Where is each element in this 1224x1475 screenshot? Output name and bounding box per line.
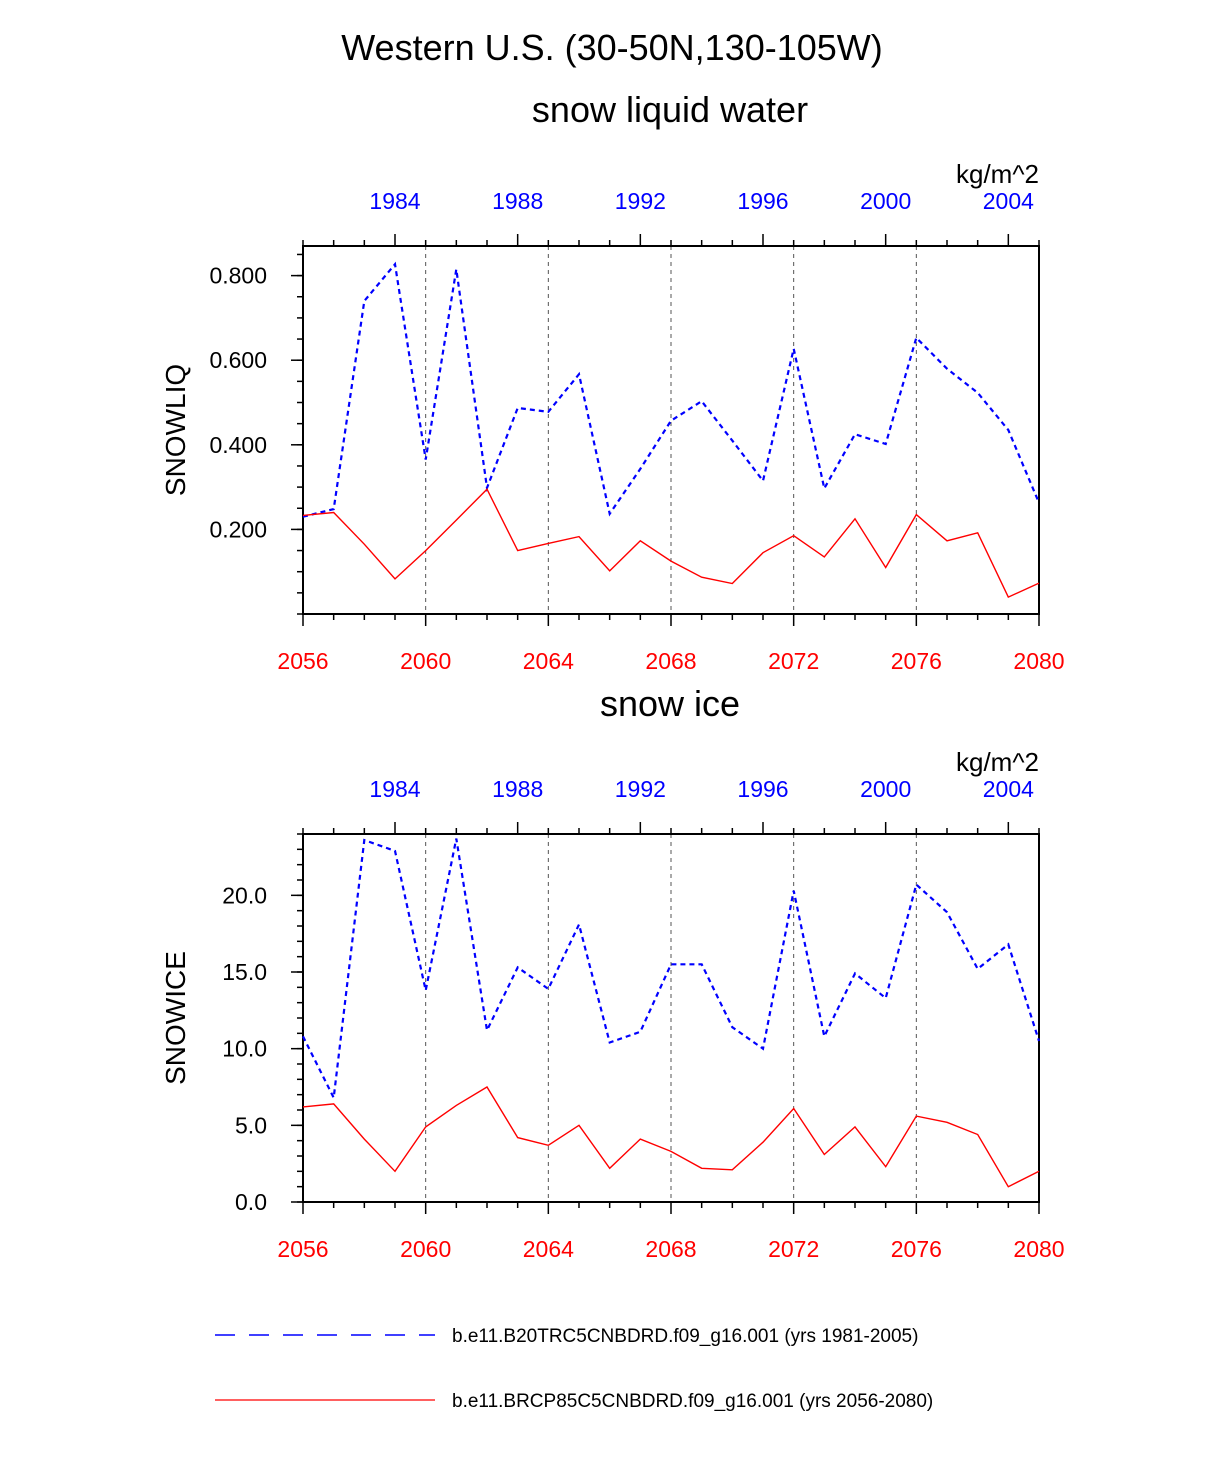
y-tick-label: 10.0 [222,1036,267,1062]
x-top-tick-label: 1992 [615,776,666,802]
x-bottom-tick-label: 2072 [768,1236,819,1262]
y-tick-label: 0.800 [209,263,267,289]
x-top-tick-label: 1996 [737,188,788,214]
x-top-tick-label: 2000 [860,776,911,802]
x-top-tick-label: 2004 [983,776,1034,802]
figure-title: Western U.S. (30-50N,130-105W) [341,27,883,68]
x-bottom-tick-label: 2080 [1013,648,1064,674]
y-tick-label: 5.0 [235,1112,267,1138]
units-label: kg/m^2 [956,747,1039,777]
x-bottom-tick-label: 2068 [645,648,696,674]
x-bottom-tick-label: 2056 [277,648,328,674]
x-bottom-tick-label: 2072 [768,648,819,674]
y-axis-label: SNOWICE [160,951,191,1085]
x-bottom-tick-label: 2076 [891,648,942,674]
chart-panel-2: snow ice kg/m^2 SNOWICE 2056 2060 2064 2068 207… [160,683,1065,1262]
x-top-tick-label: 1988 [492,776,543,802]
units-label: kg/m^2 [956,159,1039,189]
series-line-historical [302,261,1041,518]
chart-panel-1: snow liquid water kg/m^2 SNOWLIQ 2056 2060 20… [160,89,1065,674]
y-tick-label: 0.0 [235,1189,267,1215]
x-bottom-tick-label: 2076 [891,1236,942,1262]
x-bottom-tick-label: 2064 [523,1236,574,1262]
series-line-future [302,1086,1040,1188]
x-top-tick-label: 1984 [369,188,420,214]
y-tick-label: 15.0 [222,959,267,985]
y-axis-label: SNOWLIQ [160,364,191,496]
legend: b.e11.B20TRC5CNBDRD.f09_g16.001 (yrs 198… [215,1326,933,1412]
x-bottom-tick-label: 2056 [277,1236,328,1262]
x-bottom-tick-label: 2060 [400,648,451,674]
y-tick-label: 0.200 [209,516,267,542]
y-tick-label: 20.0 [222,882,267,908]
x-top-tick-label: 1992 [615,188,666,214]
x-top-tick-label: 1984 [369,776,420,802]
legend-label: b.e11.BRCP85C5CNBDRD.f09_g16.001 (yrs 20… [452,1391,933,1412]
y-tick-label: 0.600 [209,347,267,373]
x-top-tick-label: 1996 [737,776,788,802]
panel-title: snow ice [600,683,740,724]
x-bottom-tick-label: 2060 [400,1236,451,1262]
x-bottom-tick-label: 2064 [523,648,574,674]
chart-panels: snow liquid water kg/m^2 SNOWLIQ 2056 2060 20… [160,89,1065,1262]
legend-label: b.e11.B20TRC5CNBDRD.f09_g16.001 (yrs 198… [452,1326,918,1347]
x-bottom-tick-label: 2080 [1013,1236,1064,1262]
series-line-future [302,488,1040,599]
y-tick-label: 0.400 [209,432,267,458]
x-top-tick-label: 1988 [492,188,543,214]
x-top-tick-label: 2000 [860,188,911,214]
panel-title: snow liquid water [532,89,808,130]
x-bottom-tick-label: 2068 [645,1236,696,1262]
x-top-tick-label: 2004 [983,188,1034,214]
